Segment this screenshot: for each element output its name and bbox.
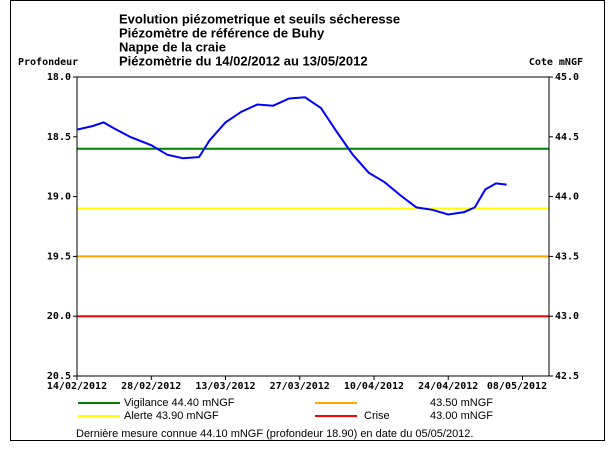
legend-label: Alerte 43.90 mNGF	[124, 410, 219, 422]
y2-tick-label: 45.0	[555, 72, 579, 83]
y-tick-label: 18.5	[47, 132, 71, 143]
chart-title: Nappe de la craie	[119, 39, 226, 54]
x-tick-label: 27/03/2012	[270, 381, 330, 392]
y2-tick-label: 42.5	[555, 371, 579, 382]
x-tick-label: 24/04/2012	[418, 381, 478, 392]
y-tick-label: 20.0	[47, 311, 71, 322]
x-tick-label: 13/03/2012	[195, 381, 255, 392]
chart-title: Piézomètre de référence de Buhy	[119, 25, 325, 40]
x-tick-label: 10/04/2012	[344, 381, 404, 392]
x-tick-label: 14/02/2012	[47, 381, 107, 392]
y-tick-label: 20.5	[47, 371, 71, 382]
y2-tick-label: 44.5	[555, 132, 579, 143]
y-tick-label: 18.0	[47, 72, 71, 83]
y-tick-label: 19.0	[47, 192, 71, 203]
y2-tick-label: 43.5	[555, 251, 579, 262]
y2-axis-label: Cote mNGF	[529, 57, 583, 68]
y2-tick-label: 44.0	[555, 192, 579, 203]
legend-value: 43.90 mNGF	[156, 410, 219, 422]
legend-value: 43.50 mNGF	[430, 397, 493, 409]
legend-value: 43.00 mNGF	[430, 410, 493, 422]
frame	[10, 0, 605, 441]
y-axis-label: Profondeur	[18, 57, 78, 68]
legend-label: Vigilance 44.40 mNGF	[124, 397, 235, 409]
plot-area	[76, 76, 550, 377]
x-tick-label: 28/02/2012	[121, 381, 181, 392]
chart-title: Piézomètrie du 14/02/2012 au 13/05/2012	[119, 53, 368, 68]
legend-name: Alerte	[124, 410, 153, 422]
legend-name: Crise	[364, 410, 390, 422]
x-tick-label: 08/05/2012	[487, 381, 547, 392]
y-tick-label: 19.5	[47, 251, 71, 262]
legend-name: Vigilance	[124, 397, 168, 409]
chart-title: Evolution piézometrique et seuils sécher…	[119, 11, 400, 26]
note: Dernière mesure connue 44.10 mNGF (profo…	[76, 428, 473, 440]
y2-tick-label: 43.0	[555, 311, 579, 322]
legend-value: 44.40 mNGF	[172, 397, 235, 409]
data-line	[76, 96, 507, 216]
